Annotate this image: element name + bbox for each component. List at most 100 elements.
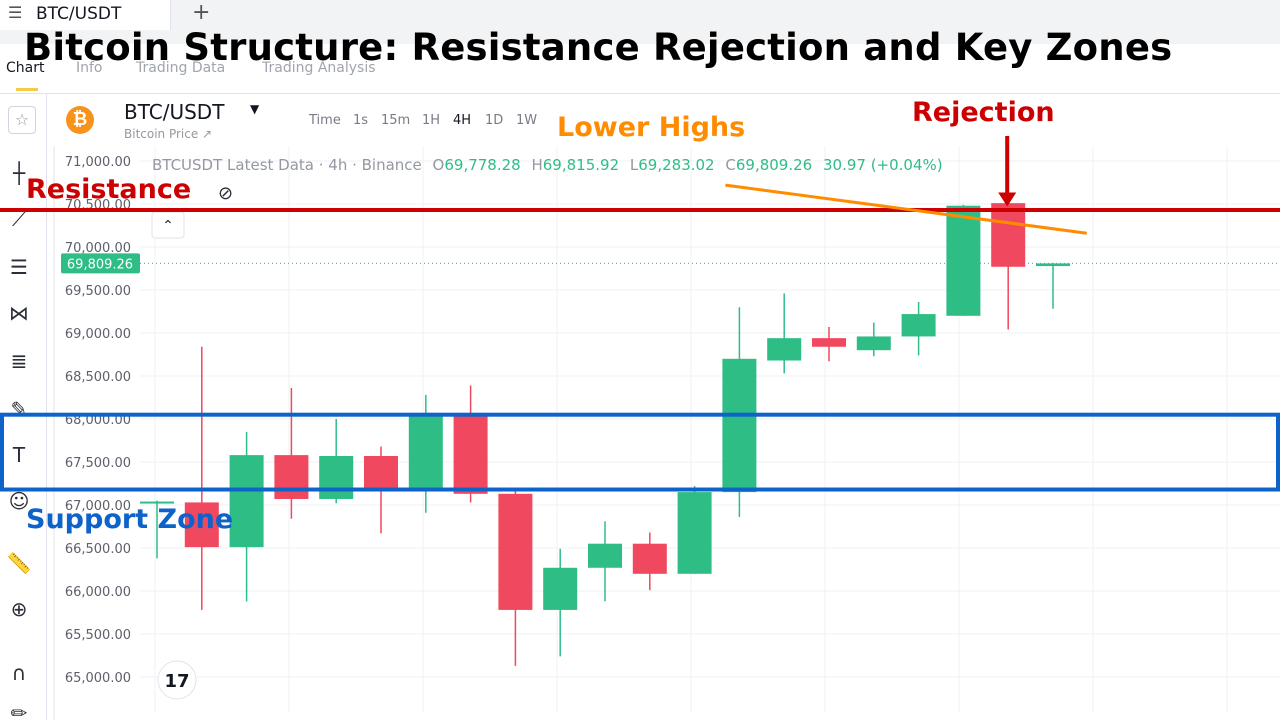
last-price-line: 69,809.26 — [61, 253, 1280, 274]
timeframe-15m[interactable]: 15m — [381, 113, 411, 128]
trendline-icon[interactable]: ⟋ — [12, 207, 26, 231]
candle — [1036, 262, 1070, 309]
candles — [140, 200, 1070, 666]
tradingview-logo: 17 — [157, 660, 197, 700]
star-icon[interactable]: ☆ — [8, 106, 36, 134]
crosshair-icon[interactable]: ┼ — [12, 161, 26, 185]
timeframe-1h[interactable]: 1H — [422, 113, 441, 128]
candle-body — [856, 336, 891, 351]
ohlc-legend: BTCUSDT Latest Data · 4h · Binance O69,7… — [152, 156, 943, 174]
tab-trading-analysis[interactable]: Trading Analysis — [262, 60, 376, 76]
candle-body — [184, 502, 219, 548]
symbol-subtitle[interactable]: Bitcoin Price ↗ — [124, 127, 213, 141]
tab-trading-data[interactable]: Trading Data — [136, 60, 226, 76]
tab-btc-usdt[interactable] — [0, 0, 171, 30]
legend-c-value: 69,809.26 — [736, 156, 812, 174]
candle — [408, 394, 443, 513]
chart-grid — [140, 146, 1280, 712]
last-price-label: 69,809.26 — [67, 257, 133, 272]
plus-icon[interactable]: + — [192, 0, 211, 25]
candle-body — [453, 412, 488, 494]
y-tick-label: 67,500.00 — [65, 456, 131, 471]
candle — [812, 326, 846, 362]
candle — [588, 521, 622, 602]
y-tick-label: 67,000.00 — [65, 499, 131, 514]
tab-label: BTC/USDT — [36, 4, 122, 24]
y-tick-label: 68,500.00 — [65, 370, 131, 385]
candle-body — [901, 314, 936, 337]
active-tab-indicator — [16, 88, 38, 91]
zoom-icon[interactable]: ⊕ — [10, 597, 28, 621]
candle — [901, 302, 936, 356]
timeframe-4h[interactable]: 4H — [453, 113, 472, 128]
legend-change: 30.97 (+0.04%) — [823, 156, 943, 174]
legend-o-label: O — [433, 156, 445, 174]
candle-body — [722, 358, 757, 493]
legend-l-value: 69,283.02 — [638, 156, 714, 174]
y-tick-label: 68,000.00 — [65, 413, 131, 428]
pencil-icon[interactable]: ✏ — [10, 701, 28, 725]
candle — [722, 307, 757, 518]
pattern-icon[interactable]: ⋈ — [9, 301, 29, 325]
candle — [946, 204, 981, 316]
page-title: Bitcoin Structure: Resistance Rejection … — [24, 26, 1173, 69]
y-tick-label: 66,000.00 — [65, 585, 131, 600]
timeframe-1d[interactable]: 1D — [485, 113, 504, 128]
support-zone-label: Support Zone — [26, 504, 233, 535]
timeframe-1s[interactable]: 1s — [353, 113, 369, 128]
support-zone-box — [0, 412, 1280, 492]
emoji-icon[interactable]: ☺ — [8, 489, 30, 513]
chevron-up-icon: ⌃ — [162, 218, 174, 234]
candle-body — [946, 205, 981, 316]
y-tick-label: 65,000.00 — [65, 671, 131, 686]
candle-body — [274, 455, 309, 499]
ruler-icon[interactable]: 📏 — [6, 551, 32, 575]
collapse-button[interactable]: ⌃ — [151, 211, 185, 239]
candle-body — [319, 455, 354, 499]
magnet-icon[interactable]: ∩ — [11, 661, 27, 685]
candle-body — [677, 492, 712, 574]
candle — [184, 346, 219, 610]
y-tick-label: 71,000.00 — [65, 155, 131, 170]
annotations: Support Zone Resistance ⊘ Lower Highs Reject… — [0, 97, 1280, 535]
candle-body — [1036, 263, 1070, 267]
y-tick-label: 70,000.00 — [65, 241, 131, 256]
last-price-badge — [61, 253, 140, 274]
tab-chart[interactable]: Chart — [6, 60, 45, 76]
tab-info[interactable]: Info — [76, 60, 103, 76]
top-bar — [0, 0, 1280, 44]
legend-h-value: 69,815.92 — [543, 156, 619, 174]
legend-l-label: L — [630, 156, 639, 174]
candle-body — [364, 455, 398, 488]
candle-body — [812, 338, 846, 347]
candle — [274, 388, 309, 519]
price-axis: 71,000.0070,500.0070,000.0069,500.0069,0… — [53, 146, 131, 720]
candle-body — [588, 543, 622, 568]
text-icon[interactable]: T — [12, 443, 26, 467]
forecast-icon[interactable]: ≣ — [10, 349, 28, 373]
candle-body — [632, 543, 667, 574]
chevron-down-icon[interactable]: ▼ — [250, 102, 260, 116]
legend-o-value: 69,778.28 — [444, 156, 520, 174]
eye-hidden-icon: ⊘ — [218, 183, 233, 204]
candle — [543, 548, 578, 657]
symbol-name[interactable]: BTC/USDT — [124, 100, 225, 124]
candle — [677, 486, 712, 574]
fib-lines-icon[interactable]: ☰ — [10, 255, 28, 279]
rejection-arrow-head — [998, 192, 1017, 207]
candle — [453, 385, 488, 503]
candle-body — [408, 412, 443, 488]
timeframe-1w[interactable]: 1W — [516, 113, 538, 128]
legend-h-label: H — [531, 156, 542, 174]
y-tick-label: 69,500.00 — [65, 284, 131, 299]
divider — [0, 93, 1280, 94]
candle — [632, 532, 667, 591]
rejection-label: Rejection — [912, 97, 1055, 128]
y-tick-label: 66,500.00 — [65, 542, 131, 557]
candle — [856, 322, 891, 357]
list-icon[interactable]: ☰ — [8, 3, 23, 22]
timeframe-time[interactable]: Time — [309, 113, 341, 128]
lower-highs-trendline — [725, 183, 1087, 235]
candle-body — [767, 338, 802, 361]
